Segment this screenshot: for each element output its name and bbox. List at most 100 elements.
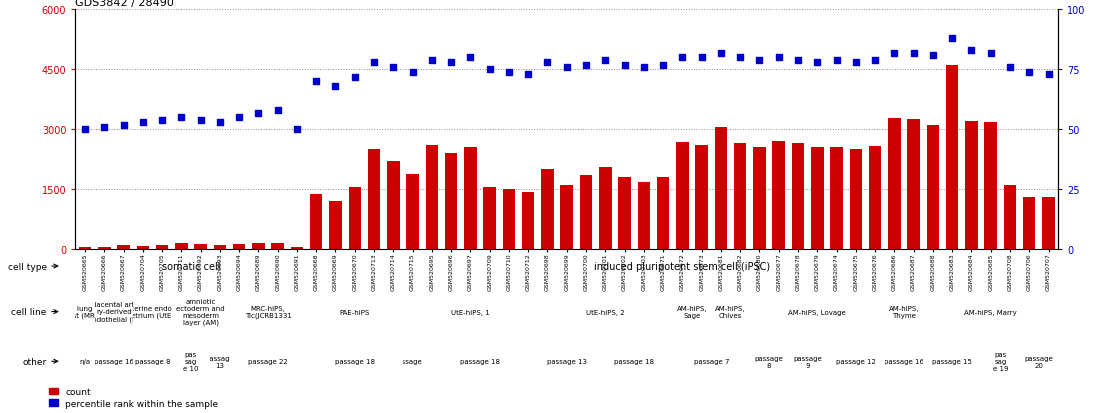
Bar — [907, 120, 920, 250]
Bar — [503, 189, 515, 250]
Point — [924, 52, 942, 59]
Bar — [850, 150, 862, 250]
Text: n/a: n/a — [80, 358, 91, 364]
Bar — [290, 248, 304, 250]
Text: passage 12: passage 12 — [835, 358, 875, 364]
Bar — [715, 128, 727, 250]
Bar — [214, 245, 226, 250]
Text: AM-hiPS,
Thyme: AM-hiPS, Thyme — [889, 305, 920, 318]
Text: passage 16: passage 16 — [884, 358, 924, 364]
Point — [327, 84, 345, 90]
Point — [885, 50, 903, 57]
Text: passage
20: passage 20 — [1025, 355, 1054, 368]
Bar — [156, 246, 168, 250]
Point — [76, 127, 94, 133]
Bar — [271, 244, 284, 250]
Text: MRC-hiPS,
Tic(JCRB1331: MRC-hiPS, Tic(JCRB1331 — [245, 305, 291, 318]
Text: GDS3842 / 28490: GDS3842 / 28490 — [75, 0, 174, 8]
Bar — [407, 175, 419, 250]
Text: AM-hiPS,
Sage: AM-hiPS, Sage — [677, 305, 707, 318]
Bar — [889, 119, 901, 250]
Point — [1039, 72, 1057, 78]
Point — [307, 79, 325, 85]
Bar — [194, 244, 207, 250]
Point — [173, 115, 191, 121]
Legend: count, percentile rank within the sample: count, percentile rank within the sample — [49, 387, 218, 408]
Text: fetal lung fibro
blast (MRC-5): fetal lung fibro blast (MRC-5) — [59, 305, 111, 318]
Bar — [1004, 185, 1016, 250]
Point — [95, 124, 113, 131]
Point — [828, 57, 845, 64]
Text: amniotic
ectoderm and
mesoderm
layer (AM): amniotic ectoderm and mesoderm layer (AM… — [176, 298, 225, 325]
Point — [674, 55, 691, 62]
Bar — [98, 247, 111, 250]
Point — [249, 110, 267, 116]
Text: UtE-hiPS, 2: UtE-hiPS, 2 — [586, 309, 625, 315]
Bar — [733, 144, 747, 250]
Bar — [618, 177, 630, 250]
Text: passage
9: passage 9 — [793, 355, 822, 368]
Bar — [946, 66, 958, 250]
Point — [153, 117, 171, 124]
Bar — [657, 177, 669, 250]
Text: passage 18: passage 18 — [335, 358, 375, 364]
Bar — [387, 162, 400, 250]
Text: somatic cell: somatic cell — [162, 261, 220, 271]
Point — [866, 57, 884, 64]
Bar — [811, 148, 823, 250]
Bar — [541, 170, 554, 250]
Text: passage 18: passage 18 — [614, 358, 654, 364]
Point — [134, 120, 152, 126]
Bar — [349, 188, 361, 250]
Point — [1020, 69, 1038, 76]
Bar — [175, 244, 187, 250]
Point — [366, 60, 383, 66]
Bar — [869, 147, 881, 250]
Bar — [1023, 197, 1036, 250]
Point — [481, 67, 499, 74]
Text: cell line: cell line — [11, 307, 47, 316]
Text: passage
13: passage 13 — [205, 355, 234, 368]
Bar — [965, 121, 977, 250]
Text: passage 27: passage 27 — [392, 358, 432, 364]
Point — [462, 55, 480, 62]
Point — [809, 60, 827, 66]
Point — [230, 115, 248, 121]
Point — [442, 60, 460, 66]
Text: passage
8: passage 8 — [755, 355, 783, 368]
Text: UtE-hiPS, 1: UtE-hiPS, 1 — [451, 309, 490, 315]
Point — [346, 74, 363, 81]
Bar — [1043, 198, 1055, 250]
Point — [403, 69, 421, 76]
Point — [384, 64, 402, 71]
Point — [712, 50, 730, 57]
Text: AM-hiPS, Marry: AM-hiPS, Marry — [964, 309, 1017, 315]
Bar — [483, 188, 496, 250]
Point — [943, 36, 961, 43]
Point — [211, 120, 228, 126]
Bar — [926, 126, 940, 250]
Bar — [599, 168, 612, 250]
Bar — [676, 143, 689, 250]
Text: passage 16: passage 16 — [94, 358, 134, 364]
Bar — [425, 146, 438, 250]
Text: pas
sag
e 19: pas sag e 19 — [993, 351, 1008, 371]
Text: passage 18: passage 18 — [460, 358, 500, 364]
Point — [423, 57, 441, 64]
Point — [654, 62, 671, 69]
Point — [635, 64, 653, 71]
Point — [558, 64, 576, 71]
Bar — [753, 148, 766, 250]
Point — [770, 55, 788, 62]
Point — [847, 60, 864, 66]
Point — [963, 48, 981, 55]
Point — [731, 55, 749, 62]
Bar — [522, 192, 534, 250]
Bar — [368, 150, 380, 250]
Text: passage 7: passage 7 — [694, 358, 729, 364]
Point — [789, 57, 807, 64]
Text: pas
sag
e 10: pas sag e 10 — [183, 351, 198, 371]
Point — [982, 50, 999, 57]
Bar — [984, 123, 997, 250]
Bar — [310, 195, 322, 250]
